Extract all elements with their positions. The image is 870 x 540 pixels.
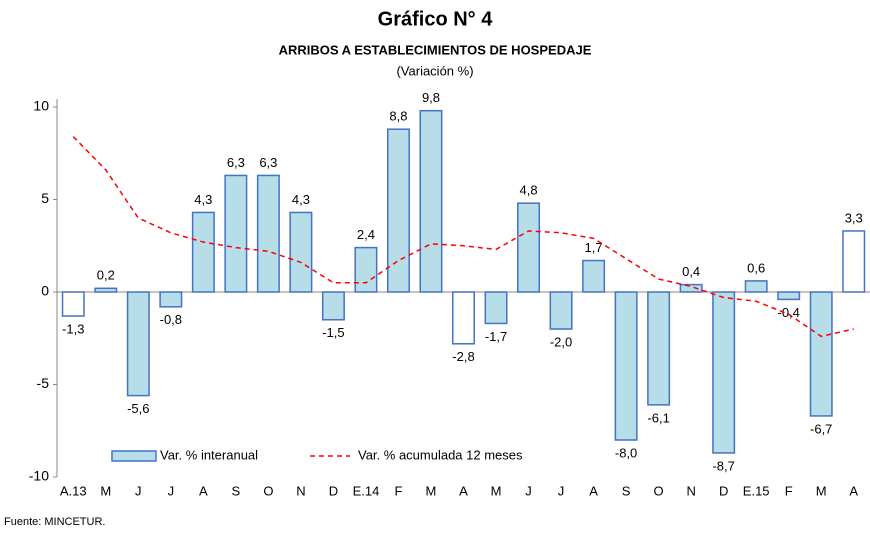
x-tick-label: F — [394, 483, 402, 498]
data-label: 0,6 — [747, 260, 765, 275]
x-tick-label: J — [168, 483, 175, 498]
bar — [452, 291, 475, 345]
data-label: 1,7 — [585, 240, 603, 255]
data-label: -6,7 — [810, 421, 832, 436]
bar — [484, 291, 508, 325]
bar — [517, 202, 541, 293]
legend-swatch — [111, 450, 157, 462]
x-tick-label: M — [426, 483, 437, 498]
bar — [809, 291, 833, 417]
data-label: -1,7 — [485, 329, 507, 344]
bar — [224, 174, 248, 293]
data-label: -6,1 — [647, 410, 669, 425]
x-tick-label: S — [622, 483, 631, 498]
x-tick-label: D — [719, 483, 728, 498]
bar — [842, 230, 866, 293]
data-label: 0,4 — [682, 264, 700, 279]
x-tick-label: N — [296, 483, 305, 498]
x-tick-label: J — [525, 483, 532, 498]
y-tick-label: 0 — [41, 283, 49, 299]
x-tick-label: M — [100, 483, 111, 498]
bar — [777, 291, 801, 301]
legend-label: Var. % interanual — [160, 447, 258, 462]
bar — [191, 211, 215, 293]
line — [72, 136, 854, 338]
x-tick-label: J — [135, 483, 142, 498]
y-tick-label: 10 — [33, 98, 49, 114]
x-tick-label: S — [232, 483, 241, 498]
data-label: 9,8 — [422, 90, 440, 105]
legend-label: Var. % acumulada 12 meses — [358, 447, 523, 462]
x-tick-label: E.15 — [743, 483, 770, 498]
x-tick-label: A — [199, 483, 208, 498]
x-tick-label: A.13 — [60, 483, 87, 498]
y-tick-label: -5 — [37, 375, 50, 391]
bar — [289, 211, 313, 293]
bar — [647, 291, 671, 406]
data-label: -0,4 — [777, 305, 799, 320]
bar — [419, 109, 443, 293]
x-tick-label: O — [654, 483, 664, 498]
data-label: -8,0 — [615, 445, 637, 460]
data-label: 3,3 — [845, 210, 863, 225]
y-label: (Variación %) — [396, 63, 473, 78]
bar — [679, 283, 703, 293]
data-label: 0,2 — [97, 268, 115, 283]
data-label: 6,3 — [259, 155, 277, 170]
data-label: -0,8 — [160, 312, 182, 327]
x-tick-label: M — [816, 483, 827, 498]
x-tick-label: D — [329, 483, 338, 498]
data-label: -2,0 — [550, 334, 572, 349]
x-tick-label: E.14 — [353, 483, 380, 498]
data-label: 2,4 — [357, 227, 375, 242]
data-label: 6,3 — [227, 155, 245, 170]
y-tick-label: 5 — [41, 190, 49, 206]
data-label: 4,3 — [194, 192, 212, 207]
x-tick-label: O — [263, 483, 273, 498]
bar — [614, 291, 638, 441]
data-label: -1,5 — [322, 325, 344, 340]
data-label: -1,3 — [62, 321, 84, 336]
x-tick-label: A — [589, 483, 598, 498]
data-label: -8,7 — [712, 458, 734, 473]
bar — [94, 287, 118, 293]
bar — [582, 259, 606, 293]
x-tick-label: J — [558, 483, 565, 498]
chart-title: Gráfico N° 4 — [378, 8, 494, 30]
data-label: 8,8 — [389, 109, 407, 124]
data-label: -5,6 — [127, 401, 149, 416]
source: Fuente: MINCETUR. — [4, 516, 105, 528]
x-tick-label: A — [459, 483, 468, 498]
bar — [744, 280, 768, 293]
data-label: 4,8 — [520, 183, 538, 198]
x-tick-label: M — [491, 483, 502, 498]
data-label: 4,3 — [292, 192, 310, 207]
bar — [256, 174, 280, 293]
bar — [386, 128, 410, 293]
bar — [712, 291, 736, 454]
chart-subtitle: ARRIBOS A ESTABLECIMIENTOS DE HOSPEDAJE — [279, 42, 592, 57]
bar — [321, 291, 345, 321]
bar — [126, 291, 150, 397]
x-tick-label: F — [785, 483, 793, 498]
bar — [61, 291, 85, 317]
y-tick-label: -10 — [29, 468, 49, 484]
bar — [354, 246, 378, 293]
bar — [549, 291, 573, 330]
data-label: -2,8 — [452, 349, 474, 364]
bar — [159, 291, 183, 308]
x-tick-label: N — [686, 483, 695, 498]
x-tick-label: A — [849, 483, 858, 498]
